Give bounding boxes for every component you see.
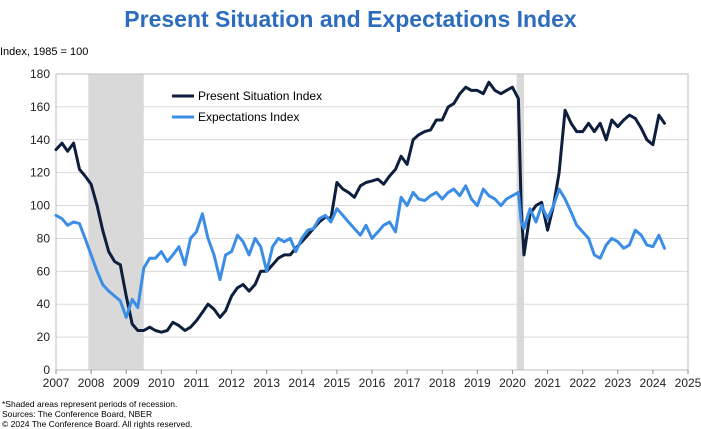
x-tick-label-2019: 2019 [464, 376, 491, 390]
x-tick-label-2025: 2025 [675, 376, 701, 390]
x-tick-label-2022: 2022 [569, 376, 596, 390]
y-tick-label-160: 160 [30, 100, 50, 114]
legend-label-present-situation: Present Situation Index [198, 89, 322, 103]
x-tick-label-2014: 2014 [288, 376, 315, 390]
y-tick-label-120: 120 [30, 166, 50, 180]
series-line-expectations [54, 184, 666, 319]
x-tick-label-2016: 2016 [359, 376, 386, 390]
recession-bands [88, 74, 525, 370]
x-tick-label-2010: 2010 [148, 376, 175, 390]
gridlines [56, 73, 688, 338]
recession-footnote: *Shaded areas represent periods of reces… [2, 399, 178, 409]
y-tick-label-100: 100 [30, 199, 50, 213]
x-tick-label-2017: 2017 [394, 376, 421, 390]
x-tick-label-2009: 2009 [113, 376, 140, 390]
x-tick-label-2024: 2024 [640, 376, 667, 390]
sources-footnote: Sources: The Conference Board, NBER [2, 409, 153, 419]
x-tick-label-2018: 2018 [429, 376, 456, 390]
y-tick-label-0: 0 [43, 363, 50, 377]
y-tick-label-60: 60 [37, 264, 51, 278]
plot-frame [55, 73, 689, 371]
x-tick-label-2021: 2021 [534, 376, 561, 390]
legend-label-expectations: Expectations Index [198, 110, 299, 124]
y-tick-label-20: 20 [37, 330, 51, 344]
recession-band-0 [88, 74, 144, 370]
y-tick-label-40: 40 [37, 297, 51, 311]
copyright-footnote: © 2024 The Conference Board. All rights … [2, 419, 193, 429]
chart-title: Present Situation and Expectations Index [124, 6, 577, 32]
series-lines [54, 80, 666, 334]
x-tick-label-2020: 2020 [499, 376, 526, 390]
line-chart: 0 20 40 60 80 100 120 140 160 180 2007 2008 2009 2010… [30, 67, 701, 390]
x-tick-label-2008: 2008 [78, 376, 105, 390]
axes: 0 20 40 60 80 100 120 140 160 180 2007 2008 2009 2010… [30, 67, 701, 390]
x-tick-label-2011: 2011 [184, 376, 210, 390]
legend: Present Situation Index Expectations Inde… [172, 89, 322, 124]
y-tick-label-140: 140 [30, 133, 50, 147]
y-tick-label-180: 180 [30, 67, 50, 81]
x-tick-label-2007: 2007 [43, 376, 70, 390]
y-tick-label-80: 80 [37, 231, 51, 245]
series-line-present-situation [54, 80, 666, 334]
x-tick-label-2012: 2012 [218, 376, 245, 390]
x-tick-label-2013: 2013 [253, 376, 280, 390]
y-axis-units-label: Index, 1985 = 100 [0, 46, 89, 58]
x-tick-label-2023: 2023 [604, 376, 631, 390]
x-tick-label-2015: 2015 [324, 376, 351, 390]
